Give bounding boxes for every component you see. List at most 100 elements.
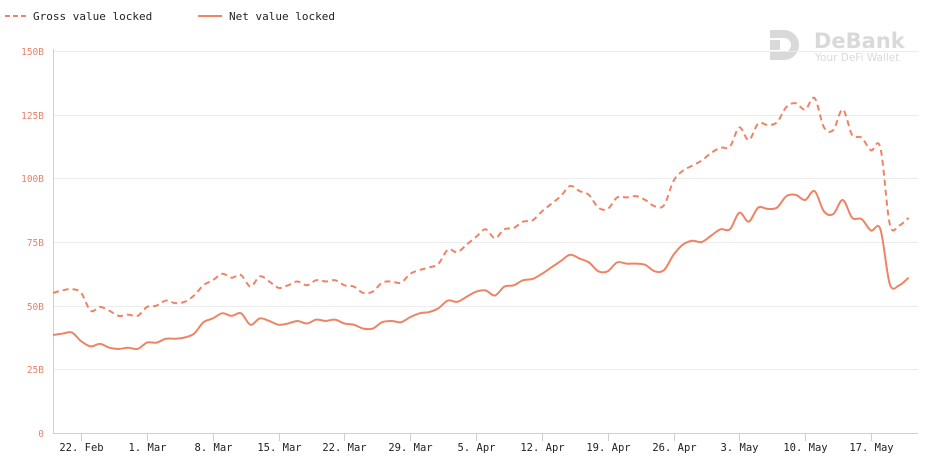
net-data-point[interactable] bbox=[577, 256, 583, 262]
net-data-point[interactable] bbox=[379, 319, 385, 325]
gross-data-point[interactable] bbox=[736, 124, 742, 130]
net-data-point[interactable] bbox=[182, 335, 188, 341]
net-data-point[interactable] bbox=[398, 319, 404, 325]
net-data-point[interactable] bbox=[163, 336, 169, 342]
net-data-point[interactable] bbox=[586, 259, 592, 265]
gross-data-point[interactable] bbox=[586, 192, 592, 198]
gross-data-point[interactable] bbox=[59, 287, 65, 293]
gross-data-point[interactable] bbox=[661, 202, 667, 208]
net-data-point[interactable] bbox=[50, 332, 56, 338]
gross-data-point[interactable] bbox=[135, 313, 141, 319]
gross-data-point[interactable] bbox=[398, 280, 404, 286]
gross-data-point[interactable] bbox=[708, 150, 714, 156]
net-data-point[interactable] bbox=[210, 315, 216, 321]
gross-data-point[interactable] bbox=[285, 282, 291, 288]
net-data-point[interactable] bbox=[642, 262, 648, 268]
gross-data-point[interactable] bbox=[125, 312, 131, 318]
net-data-point[interactable] bbox=[718, 226, 724, 232]
net-data-point[interactable] bbox=[774, 205, 780, 211]
gross-data-point[interactable] bbox=[219, 271, 225, 277]
gross-data-point[interactable] bbox=[238, 272, 244, 278]
gross-data-point[interactable] bbox=[699, 158, 705, 164]
gross-data-point[interactable] bbox=[652, 203, 658, 209]
gross-data-point[interactable] bbox=[229, 275, 235, 281]
net-data-point[interactable] bbox=[304, 320, 310, 326]
gross-data-point[interactable] bbox=[435, 261, 441, 267]
gross-data-point[interactable] bbox=[595, 205, 601, 211]
gross-data-point[interactable] bbox=[624, 194, 630, 200]
net-data-point[interactable] bbox=[755, 205, 761, 211]
gross-data-point[interactable] bbox=[680, 168, 686, 174]
net-data-point[interactable] bbox=[896, 282, 902, 288]
net-data-point[interactable] bbox=[633, 261, 639, 267]
gross-data-point[interactable] bbox=[163, 298, 169, 304]
gross-data-point[interactable] bbox=[906, 215, 912, 221]
legend-item-net[interactable]: Net value locked bbox=[198, 10, 335, 23]
gross-data-point[interactable] bbox=[793, 100, 799, 106]
gross-data-point[interactable] bbox=[520, 219, 526, 225]
net-data-point[interactable] bbox=[765, 206, 771, 212]
gross-data-point[interactable] bbox=[501, 226, 507, 232]
gross-data-point[interactable] bbox=[812, 95, 818, 101]
gross-data-point[interactable] bbox=[774, 119, 780, 125]
net-data-point[interactable] bbox=[435, 305, 441, 311]
net-data-point[interactable] bbox=[680, 242, 686, 248]
net-data-point[interactable] bbox=[426, 309, 432, 315]
gross-data-point[interactable] bbox=[360, 290, 366, 296]
gross-data-point[interactable] bbox=[605, 206, 611, 212]
net-data-point[interactable] bbox=[238, 310, 244, 316]
net-data-point[interactable] bbox=[699, 239, 705, 245]
net-data-point[interactable] bbox=[229, 313, 235, 319]
net-data-point[interactable] bbox=[492, 292, 498, 298]
net-data-point[interactable] bbox=[689, 238, 695, 244]
gross-data-point[interactable] bbox=[88, 308, 94, 314]
net-data-point[interactable] bbox=[88, 343, 94, 349]
net-data-point[interactable] bbox=[567, 252, 573, 258]
net-data-point[interactable] bbox=[313, 317, 319, 323]
net-data-point[interactable] bbox=[388, 318, 394, 324]
gross-data-point[interactable] bbox=[294, 278, 300, 284]
gross-data-point[interactable] bbox=[859, 135, 865, 141]
net-data-point[interactable] bbox=[736, 210, 742, 216]
net-data-point[interactable] bbox=[153, 340, 159, 346]
gross-data-point[interactable] bbox=[539, 208, 545, 214]
net-data-point[interactable] bbox=[473, 289, 479, 295]
gross-data-point[interactable] bbox=[492, 235, 498, 241]
gross-data-point[interactable] bbox=[614, 194, 620, 200]
gross-data-point[interactable] bbox=[802, 107, 808, 113]
net-data-point[interactable] bbox=[285, 320, 291, 326]
net-data-point[interactable] bbox=[548, 264, 554, 270]
series-line-gross-value-locked[interactable] bbox=[52, 96, 910, 318]
gross-data-point[interactable] bbox=[313, 277, 319, 283]
gross-data-point[interactable] bbox=[210, 277, 216, 283]
gross-data-point[interactable] bbox=[896, 222, 902, 228]
series-line-net-value-locked[interactable] bbox=[52, 189, 910, 351]
net-data-point[interactable] bbox=[859, 216, 865, 222]
net-data-point[interactable] bbox=[116, 346, 122, 352]
net-data-point[interactable] bbox=[652, 268, 658, 274]
gross-data-point[interactable] bbox=[332, 277, 338, 283]
gross-data-point[interactable] bbox=[323, 278, 329, 284]
net-data-point[interactable] bbox=[877, 226, 883, 232]
net-data-point[interactable] bbox=[520, 277, 526, 283]
gross-data-point[interactable] bbox=[341, 282, 347, 288]
net-data-point[interactable] bbox=[483, 287, 489, 293]
net-data-point[interactable] bbox=[135, 346, 141, 352]
gross-data-point[interactable] bbox=[727, 144, 733, 150]
net-data-point[interactable] bbox=[868, 228, 874, 234]
legend[interactable]: Gross value locked Net value locked bbox=[5, 10, 335, 23]
gross-data-point[interactable] bbox=[445, 247, 451, 253]
net-data-point[interactable] bbox=[172, 336, 178, 342]
net-data-point[interactable] bbox=[812, 188, 818, 194]
gross-data-point[interactable] bbox=[454, 249, 460, 255]
gross-data-point[interactable] bbox=[78, 290, 84, 296]
net-data-point[interactable] bbox=[661, 267, 667, 273]
net-data-point[interactable] bbox=[78, 338, 84, 344]
net-data-point[interactable] bbox=[370, 326, 376, 332]
net-data-point[interactable] bbox=[830, 211, 836, 217]
gross-data-point[interactable] bbox=[548, 201, 554, 207]
gross-data-point[interactable] bbox=[755, 121, 761, 127]
net-data-point[interactable] bbox=[906, 275, 912, 281]
gross-data-point[interactable] bbox=[276, 285, 282, 291]
gross-data-point[interactable] bbox=[257, 273, 263, 279]
